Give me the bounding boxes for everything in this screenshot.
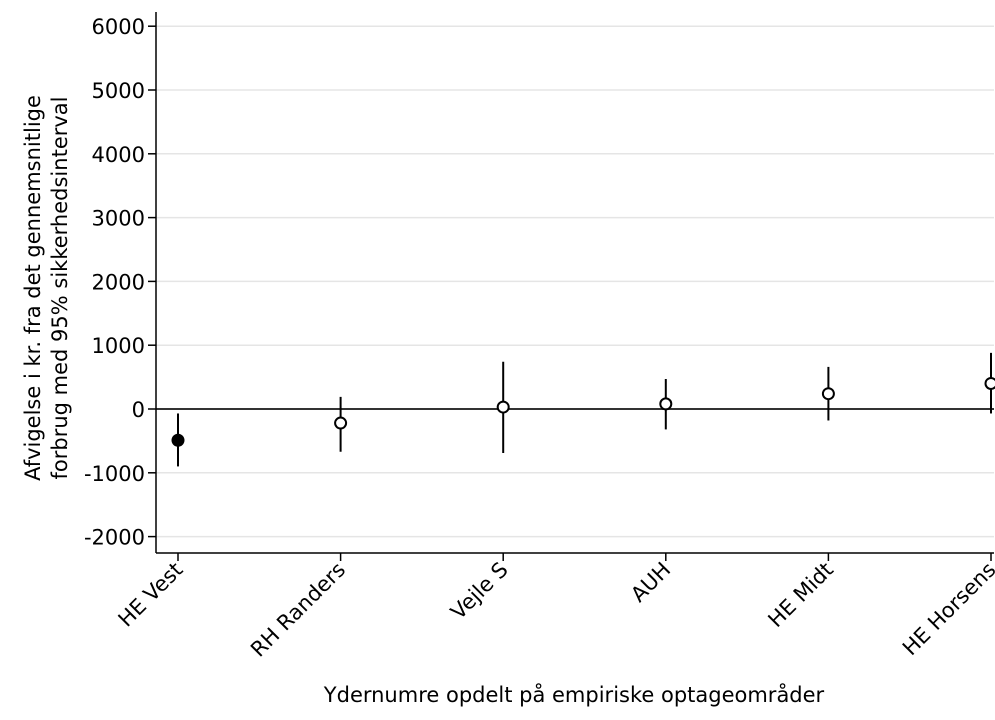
y-tick-label: 3000 — [92, 207, 145, 231]
point-estimate-marker — [335, 418, 346, 429]
gridlines — [156, 26, 994, 536]
y-tick-labels: -2000 -1000 0 1000 2000 3000 4000 5000 6000 — [84, 15, 145, 549]
point-estimate-marker — [823, 388, 834, 399]
y-tick-label: -1000 — [84, 462, 145, 486]
y-tick-label: 6000 — [92, 15, 145, 39]
y-tick-label: 0 — [132, 398, 145, 422]
point-estimate-marker — [986, 378, 995, 389]
x-tick-label: HE Vest — [114, 558, 188, 632]
y-tick-label: -2000 — [84, 526, 145, 550]
x-tick-label: Vejle S — [446, 558, 513, 625]
x-tick-label: HE Horsens — [898, 558, 995, 661]
x-tick-labels: HE Vest RH Randers Vejle S AUH HE Midt HE Hor… — [114, 558, 995, 662]
y-tick-label: 5000 — [92, 79, 145, 103]
y-tick-label: 2000 — [92, 270, 145, 294]
y-axis-label-line2: forbrug med 95% sikkerhedsinterval — [48, 97, 72, 480]
x-tick-label: HE Midt — [764, 558, 838, 632]
x-tick-label: AUH — [626, 558, 675, 607]
y-tick-label: 4000 — [92, 143, 145, 167]
axes — [148, 12, 994, 561]
point-estimate-marker — [660, 398, 671, 409]
x-tick-label: RH Randers — [246, 558, 350, 662]
y-axis-label-line1: Afvigelse i kr. fra det gennemsnitlige — [21, 95, 45, 481]
x-axis-label: Ydernumre opdelt på empiriske optageområ… — [323, 682, 825, 707]
y-tick-label: 1000 — [92, 334, 145, 358]
point-estimate-marker — [173, 435, 184, 446]
point-estimate-marker — [498, 402, 509, 413]
